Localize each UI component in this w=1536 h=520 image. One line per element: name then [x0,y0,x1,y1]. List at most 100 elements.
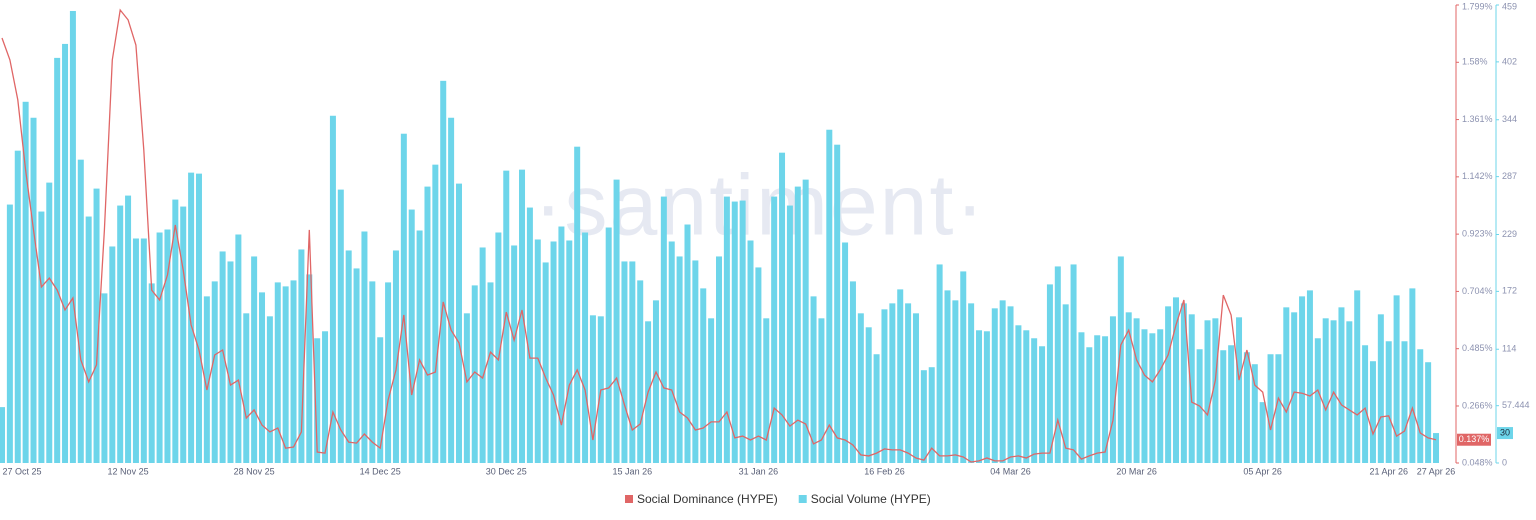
bar [243,313,250,463]
bar [109,246,116,463]
bar [62,43,69,463]
bar [30,117,37,463]
bar [1015,325,1022,463]
bar [849,281,856,463]
bar [731,201,738,463]
bar [558,226,565,463]
bar [574,146,581,464]
bar [802,179,809,463]
bar [471,285,478,463]
bar [337,189,344,463]
bar [274,282,281,463]
bar [1212,318,1219,463]
bar [251,256,258,463]
bar [865,327,872,463]
bar [211,281,218,463]
bar [455,183,462,463]
bar [479,247,486,463]
bar [140,238,147,463]
bar [684,224,691,463]
y-tick-label: 0.485% [1462,343,1493,353]
bar [660,196,667,463]
legend-label: Social Volume (HYPE) [811,492,931,506]
bar [834,144,841,463]
bar [448,117,455,463]
x-tick-label: 30 Dec 25 [486,466,527,476]
bar [219,251,226,463]
bar [1172,297,1179,463]
bar [298,249,305,463]
bar [826,129,833,464]
bar [1259,402,1266,463]
y2-tick-label: 0 [1502,457,1507,467]
lines [1,8,1437,463]
bar [723,196,730,463]
bar [1220,350,1227,463]
bar [1086,347,1093,463]
y-tick-label: 0.704% [1462,286,1493,296]
bar [1362,345,1369,463]
bar [1236,317,1243,463]
bar [613,179,620,463]
bars [0,10,1439,464]
x-tick-label: 21 Apr 26 [1369,466,1408,476]
bar [54,57,61,464]
bar [440,80,447,464]
bar [676,256,683,463]
bar [188,172,195,464]
x-tick-label: 15 Jan 26 [613,466,653,476]
bar [369,281,376,463]
bar [1046,284,1053,463]
bar [1291,312,1298,463]
bar [1039,346,1046,463]
y-tick-label: 0.923% [1462,229,1493,239]
bar [534,239,541,463]
bar [1023,330,1030,463]
y-tick-label: 1.142% [1462,171,1493,181]
bar [345,250,352,463]
bar [85,216,92,463]
bar [566,240,573,463]
bar [1204,320,1211,463]
y-tick-label: 1.361% [1462,114,1493,124]
bar [889,303,896,463]
bar [818,318,825,463]
bar [912,313,919,463]
x-tick-label: 04 Mar 26 [990,466,1031,476]
bar [1275,354,1282,463]
bar [747,240,754,463]
bar [38,211,45,463]
bar [1299,296,1306,463]
bar [322,331,329,463]
bar [392,250,399,463]
bar [235,234,242,463]
x-tick-label: 16 Feb 26 [864,466,905,476]
bar [668,241,675,463]
bar [1180,303,1187,463]
bar [487,282,494,463]
bar [432,164,439,463]
bar [503,170,510,463]
bar [960,271,967,463]
bar [1102,336,1109,463]
legend-swatch [798,495,807,503]
y-tick-label: 0.266% [1462,400,1493,410]
bar [1354,290,1361,463]
bar [495,232,502,463]
bar [716,256,722,463]
bar [266,316,273,463]
x-tick-label: 27 Oct 25 [2,466,41,476]
bar [1141,329,1148,463]
y2-tick-label: 459 [1502,1,1517,11]
bar [526,207,533,463]
bar [1125,312,1132,463]
bar [1109,316,1116,463]
last-value-box [1457,433,1491,446]
y2-tick-label: 57.444 [1502,400,1530,410]
y2-tick-label: 229 [1502,229,1517,239]
bar [1078,332,1085,463]
bar [881,309,888,463]
bar [991,308,998,463]
x-tick-label: 28 Nov 25 [234,466,275,476]
